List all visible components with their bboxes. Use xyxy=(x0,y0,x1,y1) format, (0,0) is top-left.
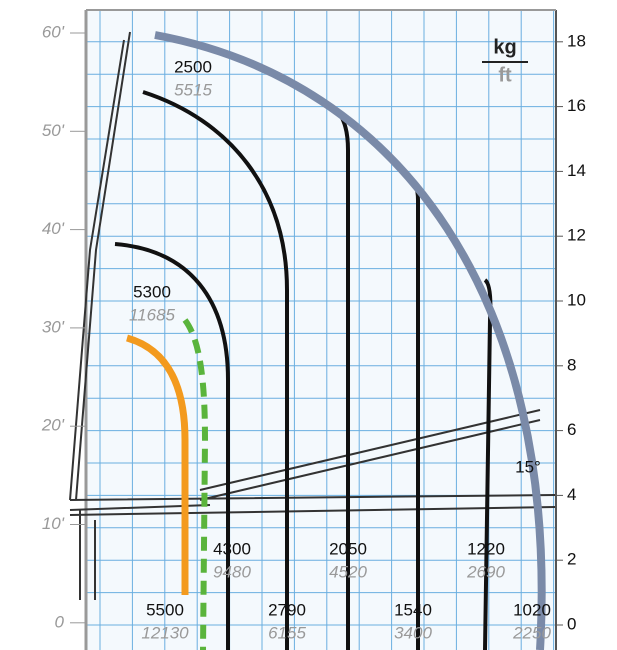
left-tick-label: 20' xyxy=(41,416,65,435)
load-kg: 5300 xyxy=(133,282,171,301)
left-tick-label: 30' xyxy=(42,317,65,336)
load-lb: 2250 xyxy=(512,623,551,642)
right-tick-label: 4 xyxy=(567,485,576,504)
left-tick-label: 0 xyxy=(55,612,65,631)
right-tick-label: 12 xyxy=(567,226,586,245)
left-tick-label: 50' xyxy=(42,121,65,140)
load-lb: 12130 xyxy=(141,623,189,642)
left-tick-label: 10' xyxy=(42,514,65,533)
load-kg: 2050 xyxy=(329,539,367,558)
right-tick-label: 14 xyxy=(567,161,586,180)
crane-boom xyxy=(69,31,556,600)
load-kg: 1540 xyxy=(394,600,432,619)
right-tick-label: 6 xyxy=(567,420,576,439)
green-curve xyxy=(182,318,209,650)
load-kg: 1220 xyxy=(467,539,505,558)
right-tick-label: 8 xyxy=(567,355,576,374)
angle-label: 15° xyxy=(515,457,541,476)
load-lb: 2690 xyxy=(466,562,505,581)
right-tick-label: 0 xyxy=(567,614,576,633)
load-lb: 4520 xyxy=(329,562,367,581)
load-lb: 5515 xyxy=(174,80,212,99)
right-tick-label: 16 xyxy=(567,96,586,115)
load-lb: 3400 xyxy=(394,623,432,642)
load-lb: 11685 xyxy=(129,305,176,324)
max-reach-curve xyxy=(154,31,546,650)
left-tick-label: 60' xyxy=(42,22,65,41)
right-tick-label: 18 xyxy=(567,31,586,50)
load-lb: 6155 xyxy=(268,623,306,642)
left-tick-label: 40' xyxy=(42,219,65,238)
unit-ft: ft xyxy=(498,64,512,86)
load-kg: 2790 xyxy=(268,600,306,619)
orange-curve xyxy=(125,334,189,595)
right-tick-label: 10 xyxy=(567,290,586,309)
load-kg: 2500 xyxy=(174,57,212,76)
load-kg: 1020 xyxy=(513,600,551,619)
load-kg: 5500 xyxy=(146,600,184,619)
right-tick-label: 2 xyxy=(567,550,576,569)
load-lb: 9480 xyxy=(213,562,251,581)
unit-kg: kg xyxy=(493,36,516,58)
load-kg: 4300 xyxy=(213,539,251,558)
